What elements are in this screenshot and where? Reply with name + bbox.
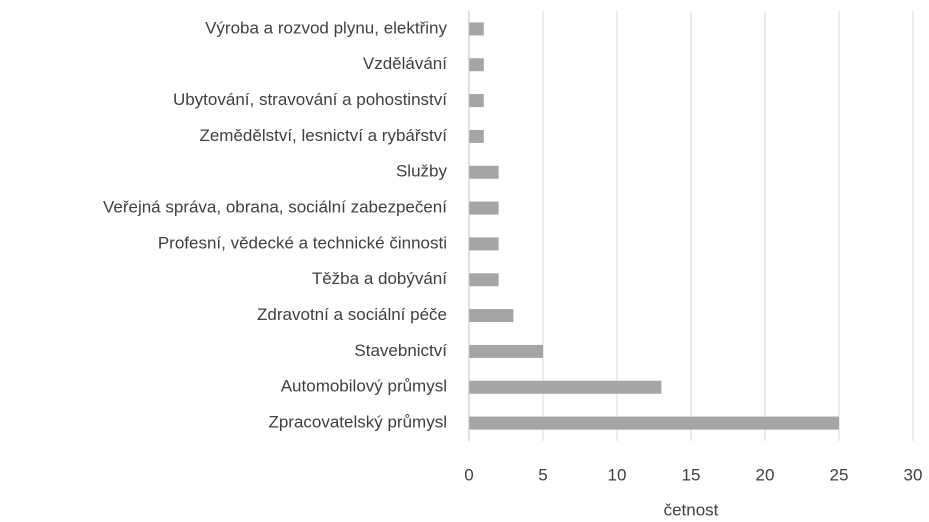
y-tick-label: Ubytování, stravování a pohostinství xyxy=(173,90,447,109)
bar xyxy=(469,165,499,179)
bar xyxy=(469,94,484,108)
bar xyxy=(469,416,839,430)
x-axis-label: četnost xyxy=(664,500,719,519)
y-tick-label: Zpracovatelský průmysl xyxy=(268,413,447,432)
x-tick-label: 30 xyxy=(904,465,923,484)
bar xyxy=(469,201,499,215)
y-tick-label: Výroba a rozvod plynu, elektřiny xyxy=(205,18,447,37)
bar xyxy=(469,309,514,323)
y-tick-label: Těžba a dobývání xyxy=(312,269,447,288)
y-tick-label: Profesní, vědecké a technické činnosti xyxy=(158,233,447,252)
y-tick-label: Zemědělství, lesnictví a rybářství xyxy=(199,126,447,145)
bar xyxy=(469,129,484,143)
y-tick-label: Stavebnictví xyxy=(354,341,447,360)
y-tick-label: Automobilový průmysl xyxy=(281,377,447,396)
y-tick-label: Vzdělávání xyxy=(363,54,447,73)
x-tick-label: 20 xyxy=(756,465,775,484)
bar xyxy=(469,22,484,36)
x-tick-label: 5 xyxy=(538,465,547,484)
x-tick-label: 0 xyxy=(464,465,473,484)
x-tick-label: 15 xyxy=(682,465,701,484)
bar xyxy=(469,344,543,358)
x-tick-label: 25 xyxy=(830,465,849,484)
y-tick-label: Veřejná správa, obrana, sociální zabezpe… xyxy=(103,198,447,217)
bar xyxy=(469,380,662,394)
y-tick-label: Zdravotní a sociální péče xyxy=(257,305,447,324)
bar xyxy=(469,237,499,251)
bar xyxy=(469,273,499,287)
bar xyxy=(469,58,484,72)
x-tick-label: 10 xyxy=(608,465,627,484)
y-tick-label: Služby xyxy=(396,162,448,181)
